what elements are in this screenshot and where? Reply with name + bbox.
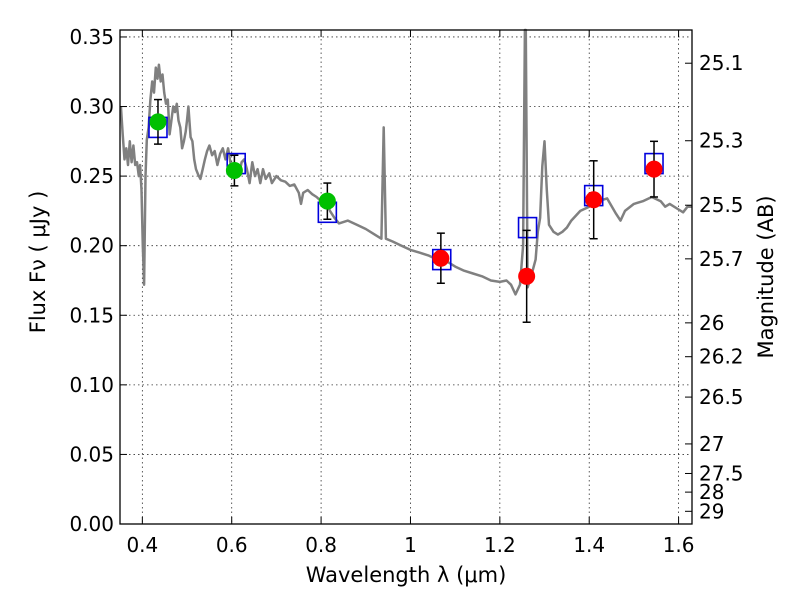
mag-tick-label: 26: [699, 311, 724, 335]
y-tick-label: 0.20: [69, 234, 114, 258]
x-tick-label: 0.4: [126, 533, 158, 557]
y-tick-label: 0.10: [69, 373, 114, 397]
axis-ticks: 0.4 0.6 0.8 1 1.2 1.4 1.6 0.00 0.05 0.10 0.15 0.20 0…: [69, 25, 743, 557]
mag-tick-label: 25.7: [699, 247, 744, 271]
observed-data-point: [518, 267, 536, 285]
y-tick-label: 0.35: [69, 25, 114, 49]
x-tick-label: 1.4: [573, 533, 605, 557]
x-axis-label: Wavelength λ (μm): [306, 563, 507, 587]
y-tick-label: 0.25: [69, 164, 114, 188]
observed-data-point: [585, 191, 603, 209]
y-tick-label: 0.30: [69, 95, 114, 119]
model-spectrum-layer: [119, 28, 692, 296]
y-axis-label: Flux Fν ( μJy ): [26, 191, 50, 334]
mag-tick-label: 25.5: [699, 193, 744, 217]
mag-tick-label: 28: [699, 480, 724, 504]
x-tick-label: 1.6: [663, 533, 695, 557]
mag-tick-label: 26.5: [699, 385, 744, 409]
observed-data-point: [225, 162, 243, 180]
mag-tick-label: 27: [699, 432, 724, 456]
mag-tick-label: 25.1: [699, 51, 744, 75]
x-tick-label: 1: [404, 533, 417, 557]
x-tick-label: 1.2: [484, 533, 516, 557]
y2-axis-label: Magnitude (AB): [754, 195, 778, 358]
plot-frame: [119, 29, 693, 525]
data-points-layer: [148, 98, 664, 323]
mag-tick-label: 26.2: [699, 345, 744, 369]
observed-data-point: [149, 113, 167, 131]
mag-tick-label: 27.5: [699, 461, 744, 485]
mag-tick-label: 25.3: [699, 129, 744, 153]
observed-data-point: [432, 249, 450, 267]
model-photometry-box: [517, 216, 538, 239]
model-spectrum-line: [119, 28, 692, 296]
y-tick-label: 0.00: [69, 512, 114, 536]
y-tick-label: 0.15: [69, 303, 114, 327]
observed-data-point: [318, 192, 336, 210]
x-tick-label: 0.8: [305, 533, 337, 557]
mag-tick-label: 29: [699, 499, 724, 523]
observed-data-point: [645, 160, 663, 178]
x-tick-label: 0.6: [216, 533, 248, 557]
y-tick-label: 0.05: [69, 442, 114, 466]
